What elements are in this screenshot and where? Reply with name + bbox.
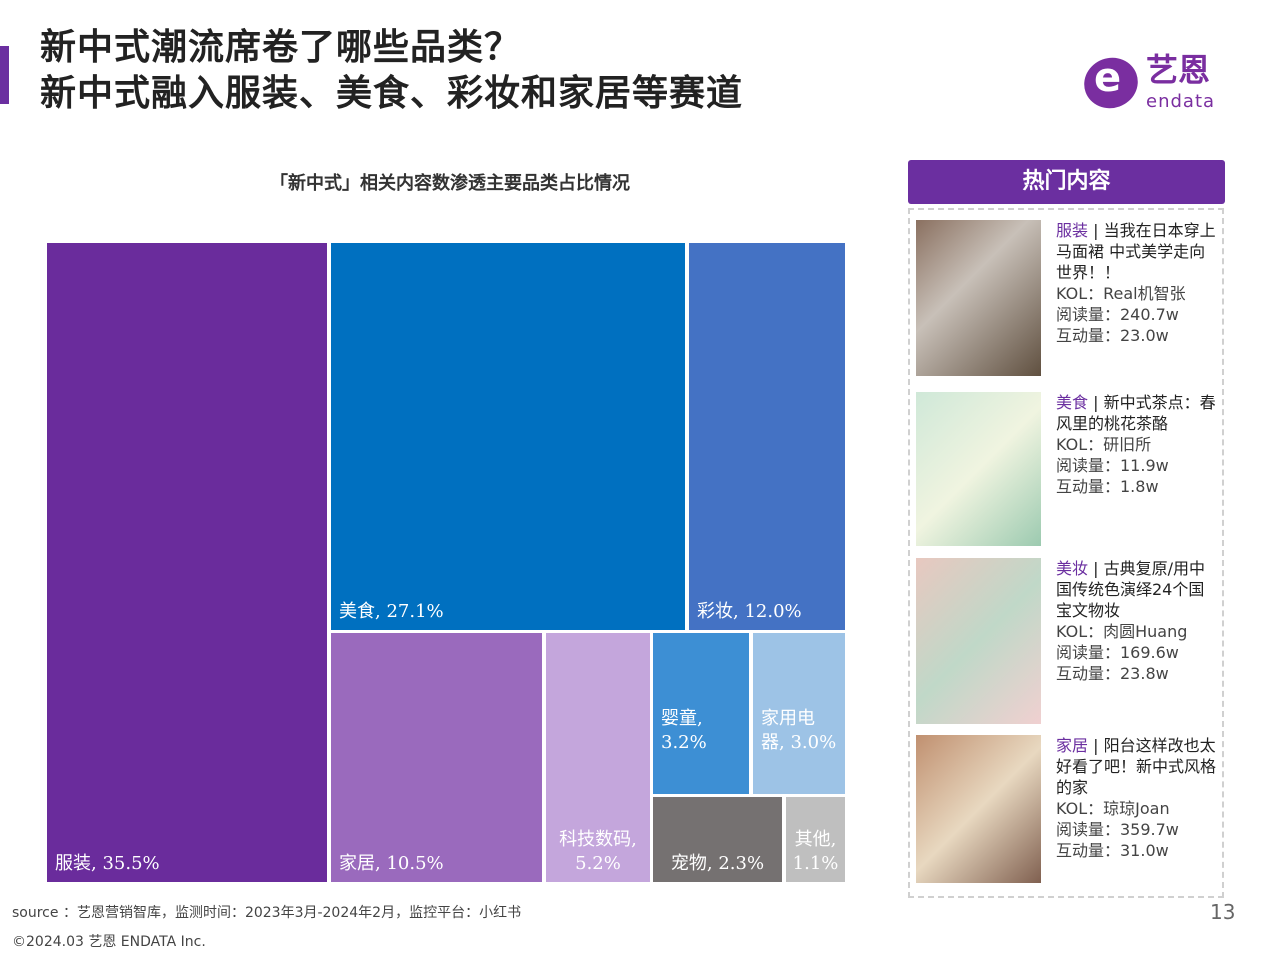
- item-reads: 阅读量：169.6w: [1056, 643, 1179, 662]
- content-thumbnail[interactable]: [916, 558, 1041, 724]
- item-reads: 阅读量：11.9w: [1056, 456, 1169, 475]
- item-interactions: 互动量：1.8w: [1056, 477, 1159, 496]
- treemap-cell-7: 家用电器, 3.0%: [753, 633, 845, 794]
- item-interactions: 互动量：23.0w: [1056, 326, 1169, 345]
- logo-icon: [1077, 50, 1145, 116]
- data-label: 婴童, 3.2%: [661, 707, 707, 753]
- item-kol: KOL：Real机智张: [1056, 284, 1186, 303]
- item-title[interactable]: 当我在日本穿上马面裙 中式美学走向世界！！: [1056, 221, 1216, 282]
- item-kol: KOL：肉圆Huang: [1056, 622, 1188, 641]
- item-category: 美食: [1056, 393, 1089, 412]
- panel-title: 热门内容: [908, 160, 1225, 204]
- content-thumbnail[interactable]: [916, 735, 1041, 883]
- hot-content-panel: [908, 208, 1224, 898]
- treemap-cell-4: 家居, 10.5%: [331, 633, 542, 882]
- item-category: 家居: [1056, 736, 1089, 755]
- treemap-cell-1: 服装, 35.5%: [47, 243, 327, 882]
- page-number: 13: [1210, 900, 1236, 924]
- item-title[interactable]: 阳台这样改也太好看了吧！新中式风格的家: [1056, 736, 1217, 797]
- treemap-cell-6: 婴童, 3.2%: [653, 633, 749, 794]
- item-interactions: 互动量：31.0w: [1056, 841, 1169, 860]
- data-label: 彩妆, 12.0%: [697, 601, 802, 622]
- source-note: source ：艺恩营销智库，监测时间：2023年3月-2024年2月，监控平台…: [12, 905, 522, 921]
- data-label: 其他, 1.1%: [792, 829, 839, 874]
- item-kol: KOL：研旧所: [1056, 435, 1152, 454]
- treemap-cell-5: 科技数码, 5.2%: [546, 633, 650, 882]
- item-category: 美妆: [1056, 559, 1089, 578]
- data-label: 家居, 10.5%: [339, 853, 444, 874]
- copyright: ©2024.03 艺恩 ENDATA Inc.: [12, 934, 206, 950]
- endata-logo: 艺恩 endata: [1077, 50, 1234, 116]
- treemap-cell-8: 宠物, 2.3%: [653, 797, 782, 882]
- logo-en: endata: [1146, 91, 1216, 112]
- data-label: 家用电器, 3.0%: [761, 707, 837, 753]
- data-label: 美食, 27.1%: [339, 601, 444, 622]
- item-reads: 阅读量：359.7w: [1056, 820, 1179, 839]
- item-kol: KOL：琼琼Joan: [1056, 799, 1170, 818]
- hot-content-item[interactable]: 美食 | 新中式茶点：春风里的桃花茶酪 KOL：研旧所 阅读量：11.9w 互动…: [916, 392, 1216, 546]
- accent-bar: [0, 46, 9, 104]
- hot-content-item[interactable]: 家居 | 阳台这样改也太好看了吧！新中式风格的家 KOL：琼琼Joan 阅读量：…: [916, 735, 1216, 883]
- treemap-cell-3: 彩妆, 12.0%: [689, 243, 845, 630]
- item-title[interactable]: 古典复原/用中国传统色演绎24个国宝文物妆: [1056, 559, 1205, 620]
- treemap-cell-9: 其他, 1.1%: [786, 797, 845, 882]
- logo-cn: 艺恩: [1146, 51, 1211, 89]
- item-category: 服装: [1056, 221, 1089, 240]
- content-thumbnail[interactable]: [916, 392, 1041, 546]
- hot-content-item[interactable]: 美妆 | 古典复原/用中国传统色演绎24个国宝文物妆 KOL：肉圆Huang 阅…: [916, 558, 1216, 724]
- content-thumbnail[interactable]: [916, 220, 1041, 376]
- item-reads: 阅读量：240.7w: [1056, 305, 1179, 324]
- page-title: 新中式潮流席卷了哪些品类？: [40, 27, 522, 68]
- data-label: 科技数码, 5.2%: [559, 829, 637, 874]
- item-interactions: 互动量：23.8w: [1056, 664, 1169, 683]
- data-label: 宠物, 2.3%: [670, 853, 765, 874]
- item-title[interactable]: 新中式茶点：春风里的桃花茶酪: [1056, 393, 1216, 433]
- treemap-cell-2: 美食, 27.1%: [331, 243, 685, 630]
- hot-content-item[interactable]: 服装 | 当我在日本穿上马面裙 中式美学走向世界！！ KOL：Real机智张 阅…: [916, 220, 1216, 376]
- data-label: 服装, 35.5%: [55, 853, 160, 874]
- page-subtitle: 新中式融入服装、美食、彩妆和家居等赛道: [40, 73, 744, 114]
- chart-title: 「新中式」相关内容数渗透主要品类占比情况: [270, 173, 630, 194]
